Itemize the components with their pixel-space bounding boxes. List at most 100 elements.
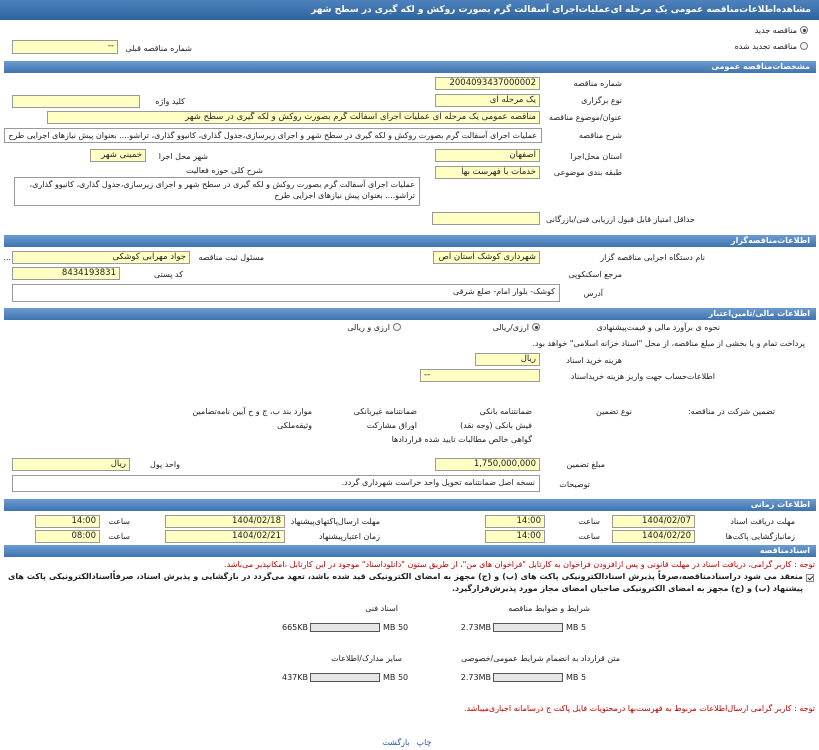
field-label: شماره مناقصه — [573, 79, 622, 88]
text-box: عملیات اجرای آسفالت گرم بصورت روکش و لکه… — [4, 128, 542, 143]
section-title: اطلاعات زمانی — [4, 499, 816, 511]
input: 2004093437000002 — [435, 77, 540, 90]
field-label: مسئول ثبت مناقصه — [198, 253, 264, 262]
input: 08:00 — [35, 530, 100, 543]
radio-button[interactable] — [393, 323, 401, 331]
file-max: 50 MB — [383, 673, 409, 682]
notice: توجه : کاربر گرامی ارسال‌اطلاعات مربوط ب… — [463, 704, 815, 713]
progress-bar — [493, 673, 563, 682]
input: یک مرحله ای — [435, 94, 540, 107]
checkbox[interactable] — [535, 421, 543, 429]
section-title: اطلاعات‌مناقصه‌گزار — [4, 235, 816, 247]
field-label: هزینه خرید اسناد — [566, 356, 622, 365]
input — [12, 95, 140, 108]
input: مناقصه عمومی یک مرحله ای عملیات اجرای آس… — [47, 111, 540, 124]
text-box: عملیات اجرای آسفالت گرم بصورت روکش و لکه… — [14, 177, 420, 206]
option-label: اوراق مشارکت — [366, 421, 417, 430]
input: 14:00 — [485, 515, 545, 528]
progress-bar — [310, 623, 380, 632]
option-label: پرداخت تمام و یا بخشی از مبلغ مناقصه، از… — [532, 339, 805, 348]
file-title: اسناد فنی — [365, 604, 398, 613]
input: خمینی شهر — [90, 149, 146, 162]
option-label: ضمانتنامه بانکی — [479, 407, 532, 416]
field-label: کد پستی — [154, 270, 183, 279]
radio-button[interactable] — [800, 26, 808, 34]
input: 1404/02/20 — [612, 530, 695, 543]
checkbox[interactable] — [315, 421, 323, 429]
field-label: زمانبازگشایی پاکت‌ها — [725, 532, 795, 541]
text-box: کوشک- بلوار امام- ضلع شرقی — [12, 284, 560, 302]
file-size: 2.73MB — [460, 673, 491, 682]
file-max: 5 MB — [566, 623, 587, 632]
page-title: مشاهده‌اطلاعات‌مناقصه عمومی یک مرحله ای‌… — [0, 0, 819, 20]
field-label: عنوان/موضوع مناقصه — [549, 113, 622, 122]
field-label: اطلاعات‌حساب جهت واریز هزینه خریداسناد — [570, 372, 715, 381]
field-label: نام دستگاه اجرایی مناقصه گزار — [600, 253, 705, 262]
file-title: سایر مدارک/اطلاعات — [331, 654, 402, 663]
notice: توجه : کاربر گرامی، دریافت اسناد در مهلت… — [224, 560, 815, 569]
input: 8434193831 — [12, 267, 120, 280]
option-label: وثیقه‌ملکی — [277, 421, 312, 430]
file-title: شرایط و ضوابط مناقصه — [508, 604, 590, 613]
field-label: شهر محل اجرا — [158, 152, 208, 161]
checkbox[interactable] — [808, 339, 816, 347]
checkbox[interactable] — [535, 407, 543, 415]
section-title: اطلاعات مالی/تامین‌اعتبار — [4, 308, 816, 320]
link[interactable]: بازگشت — [382, 738, 410, 747]
input: 1404/02/07 — [612, 515, 695, 528]
input: شهرداری کوشک استان اص — [433, 251, 540, 264]
field-label: ساعت — [108, 517, 130, 526]
field-label: ساعت — [578, 517, 600, 526]
input: 14:00 — [35, 515, 100, 528]
link[interactable]: چاپ — [416, 738, 432, 747]
checkbox[interactable] — [535, 435, 543, 443]
commitment-text: منعقد می شود دراسنادمناقصه،صرفاً پذیرش ا… — [8, 572, 803, 593]
option-label: موارد بند ب، ج و ح آیین نامه‌تضامین — [192, 407, 312, 416]
field-label: حداقل امتیاز قابل قبول ارزیابی فنی/بازرگ… — [546, 215, 695, 224]
checkbox[interactable] — [420, 421, 428, 429]
field-label: کلید واژه — [155, 97, 185, 106]
field-label: نوع برگزاری — [581, 96, 622, 105]
option-label: مناقصه جدید — [754, 26, 797, 35]
option-label: ضمانتنامه غیربانکی — [353, 407, 417, 416]
input: -- — [12, 40, 118, 54]
field-label: مرجع اسکنکوپی — [568, 270, 622, 279]
file-max: 5 MB — [566, 673, 587, 682]
field-label: شرح کلی حوزه فعالیت — [186, 166, 263, 175]
file-max: 50 MB — [383, 623, 409, 632]
progress-bar — [493, 623, 563, 632]
input: 14:00 — [485, 530, 545, 543]
field-label: شرح مناقصه — [578, 131, 622, 140]
checkbox[interactable] — [806, 574, 814, 582]
field-label: استان محل‌اجرا — [570, 152, 622, 161]
radio-button[interactable] — [800, 42, 808, 50]
field-label: توضیحات — [559, 480, 590, 489]
file-title: متن قرارداد به انضمام شرایط عمومی/خصوصی — [461, 654, 620, 663]
field-label: نوع تضمین — [596, 407, 632, 416]
option-label: مناقصه تجدید شده — [734, 42, 797, 51]
field-label: نحوه ی برآورد مالی و قیمت‌پیشنهادی — [596, 323, 720, 332]
field-label: ساعت — [108, 532, 130, 541]
text-box: نسخه اصل ضمانتنامه تحویل واحد حراست شهرد… — [12, 475, 540, 492]
field-label: ساعت — [578, 532, 600, 541]
input: 1404/02/21 — [165, 530, 285, 543]
field-label: واحد پول — [150, 460, 180, 469]
input: ریال — [475, 353, 540, 366]
file-size: 437KB — [281, 673, 308, 682]
progress-bar — [310, 673, 380, 682]
file-size: 2.73MB — [460, 623, 491, 632]
section-title: مشخصات‌مناقصه عمومی — [4, 61, 816, 73]
input: خدمات با فهرست بها — [435, 166, 540, 179]
checkbox[interactable] — [315, 407, 323, 415]
radio-button[interactable] — [532, 323, 540, 331]
input: 1,750,000,000 — [435, 458, 540, 471]
input: جواد مهرابی کوشکی — [12, 251, 190, 264]
option-label: گواهی خالص مطالبات تایید شده قراردادها — [391, 435, 532, 444]
input: ریال — [12, 458, 130, 471]
field-label: آدرس — [583, 289, 603, 298]
input — [432, 212, 540, 225]
checkbox[interactable] — [420, 407, 428, 415]
field-label: تضمین شرکت در مناقصه: — [687, 407, 775, 416]
